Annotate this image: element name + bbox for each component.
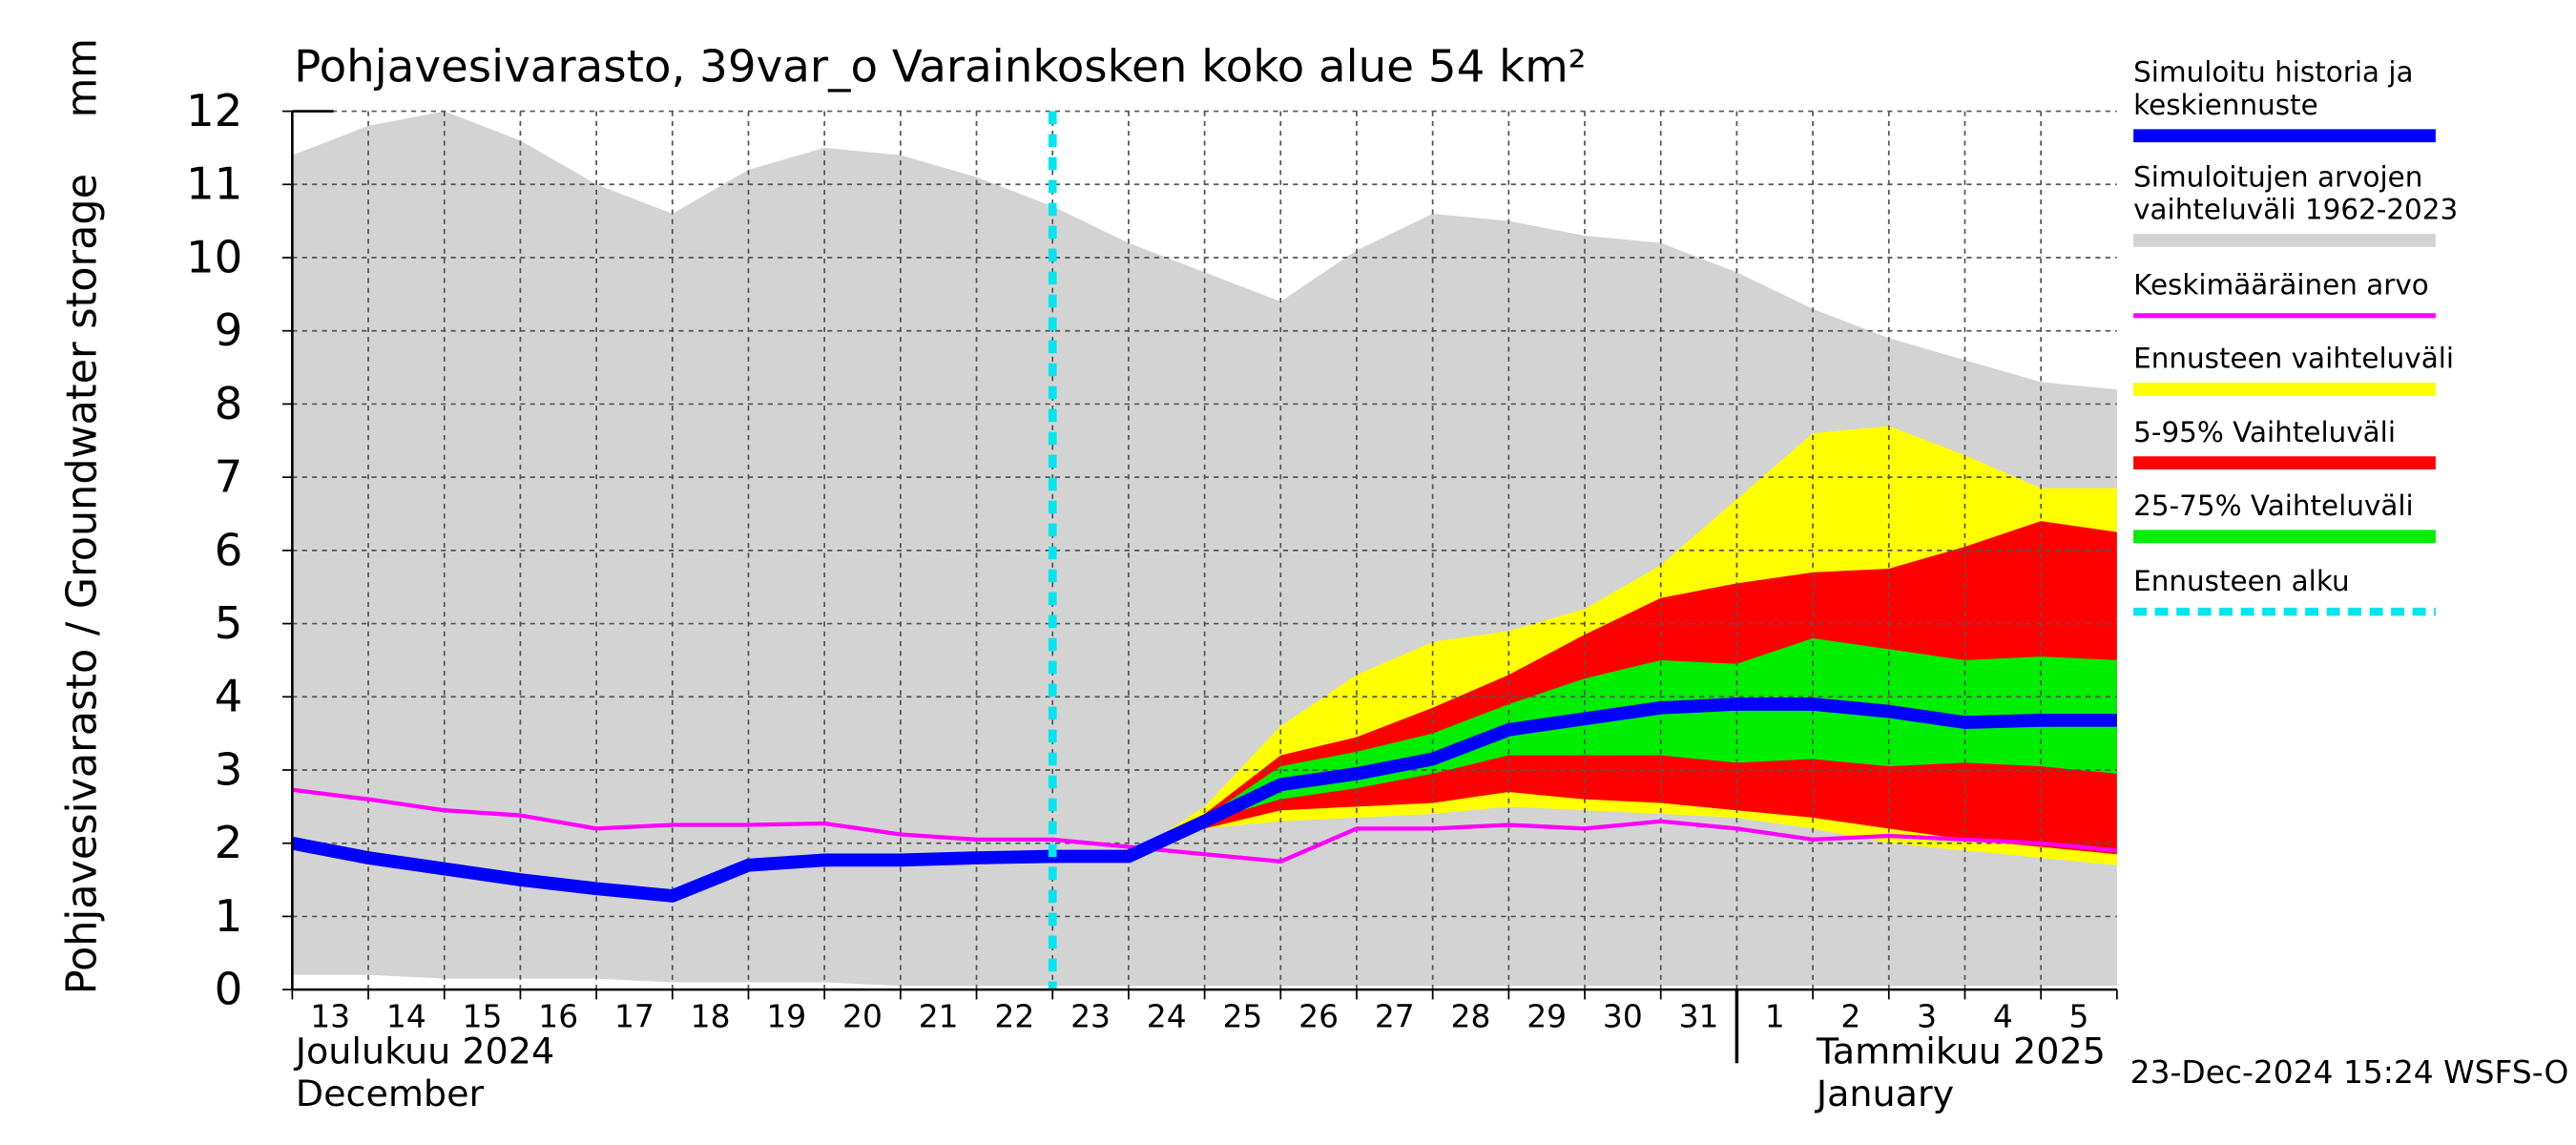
series-line xyxy=(292,787,2118,864)
x-tick-label: 25 xyxy=(1222,999,1262,1035)
legend-label: 5-95% Vaihteluväli xyxy=(2133,416,2396,448)
month-label: Tammikuu 2025 xyxy=(1816,1030,2106,1072)
y-tick-label: 6 xyxy=(215,524,243,575)
x-tick-label: 15 xyxy=(463,999,503,1035)
legend-label: Simuloitu historia ja xyxy=(2133,56,2413,89)
month-label: January xyxy=(1815,1072,1954,1114)
x-tick-label: 3 xyxy=(1917,999,1937,1035)
x-tick-label: 17 xyxy=(614,999,654,1035)
y-tick-label: 5 xyxy=(215,597,243,649)
chart-title: Pohjavesivarasto, 39var_o Varainkosken k… xyxy=(294,41,1586,93)
range-band xyxy=(1052,637,2117,857)
y-axis-unit: mm xyxy=(58,38,106,117)
x-tick-label: 22 xyxy=(994,999,1034,1035)
legend-label: 25-75% Vaihteluväli xyxy=(2133,489,2414,522)
x-tick-label: 29 xyxy=(1527,999,1567,1035)
x-tick-label: 28 xyxy=(1451,999,1491,1035)
x-tick-label: 27 xyxy=(1375,999,1415,1035)
x-tick-label: 23 xyxy=(1070,999,1111,1035)
timestamp: 23-Dec-2024 15:24 WSFS-O xyxy=(2130,1054,2569,1091)
legend-label: Ennusteen alku xyxy=(2133,565,2349,597)
x-tick-label: 24 xyxy=(1147,999,1187,1035)
x-tick-label: 14 xyxy=(386,999,426,1035)
x-tick-label: 20 xyxy=(842,999,883,1035)
x-tick-label: 26 xyxy=(1298,999,1339,1035)
y-tick-label: 10 xyxy=(186,232,242,283)
x-tick-label: 1 xyxy=(1765,999,1785,1035)
month-label: December xyxy=(296,1072,485,1114)
y-tick-label: 0 xyxy=(215,964,243,1015)
legend-label: Simuloitujen arvojen xyxy=(2133,161,2422,194)
x-tick-label: 16 xyxy=(538,999,578,1035)
series-line xyxy=(291,697,2117,903)
y-tick-label: 4 xyxy=(215,671,243,722)
x-tick-label: 13 xyxy=(310,999,350,1035)
y-tick-label: 3 xyxy=(215,744,243,796)
legend-label: Ennusteen vaihteluväli xyxy=(2133,343,2454,375)
x-tick-label: 4 xyxy=(1993,999,2013,1035)
x-tick-label: 30 xyxy=(1603,999,1643,1035)
y-tick-label: 11 xyxy=(186,158,242,210)
x-tick-label: 18 xyxy=(691,999,731,1035)
legend-label: Keskimääräinen arvo xyxy=(2133,269,2429,302)
y-tick-label: 7 xyxy=(215,451,243,503)
x-tick-label: 21 xyxy=(919,999,959,1035)
x-tick-label: 5 xyxy=(2069,999,2089,1035)
x-tick-label: 31 xyxy=(1679,999,1719,1035)
y-tick-label: 1 xyxy=(215,890,243,942)
y-tick-label: 9 xyxy=(215,304,243,356)
legend-label: vaihteluväli 1962-2023 xyxy=(2133,194,2458,226)
legend-label: keskiennuste xyxy=(2133,89,2318,121)
y-axis-label: Pohjavesivarasto / Groundwater storage xyxy=(58,174,106,994)
month-label: Joulukuu 2024 xyxy=(294,1030,554,1072)
x-tick-label: 19 xyxy=(766,999,806,1035)
x-tick-label: 2 xyxy=(1840,999,1860,1035)
y-tick-label: 2 xyxy=(215,817,243,868)
y-tick-label: 8 xyxy=(215,378,243,429)
y-tick-label: 12 xyxy=(186,85,242,136)
